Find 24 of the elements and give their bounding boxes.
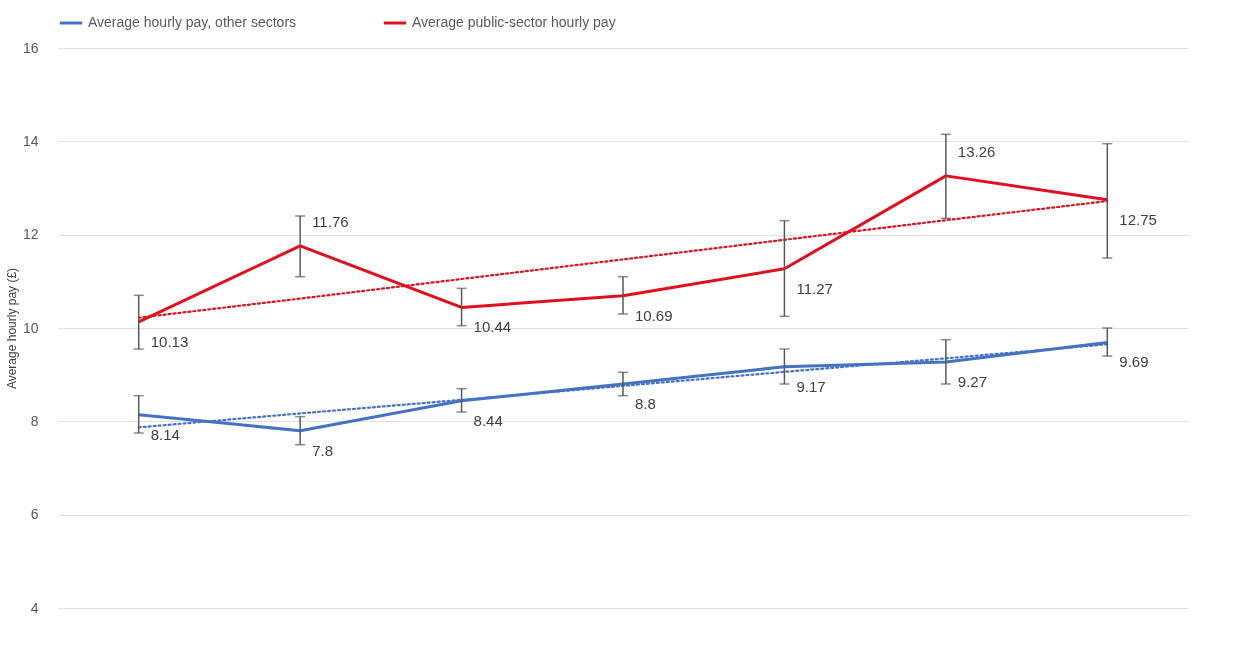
data-label: 10.69 — [635, 306, 673, 324]
y-tick-label: 10 — [22, 319, 39, 336]
data-label: 8.44 — [473, 411, 503, 429]
data-label: 12.75 — [1119, 210, 1157, 228]
data-label: 13.26 — [957, 142, 996, 160]
data-label: 10.44 — [473, 318, 512, 336]
data-label: 7.8 — [312, 441, 333, 459]
y-axis-title: Average hourly pay (£) — [4, 267, 19, 390]
data-label: 9.17 — [796, 377, 826, 395]
y-tick-label: 4 — [30, 599, 39, 616]
data-label: 11.76 — [312, 212, 349, 230]
y-tick-label: 6 — [30, 506, 39, 523]
legend-label: Average hourly pay, other sectors — [88, 14, 297, 30]
data-label: 11.27 — [796, 279, 833, 297]
y-tick-label: 8 — [30, 412, 39, 429]
y-tick-label: 12 — [22, 226, 39, 243]
data-label: 8.14 — [150, 425, 180, 443]
data-label: 9.27 — [957, 373, 988, 391]
data-label: 9.69 — [1119, 353, 1149, 371]
y-tick-label: 14 — [22, 132, 39, 149]
data-label: 10.13 — [150, 332, 189, 350]
y-tick-label: 16 — [22, 39, 39, 56]
legend-label: Average public-sector hourly pay — [412, 14, 616, 30]
data-label: 8.8 — [635, 395, 656, 412]
